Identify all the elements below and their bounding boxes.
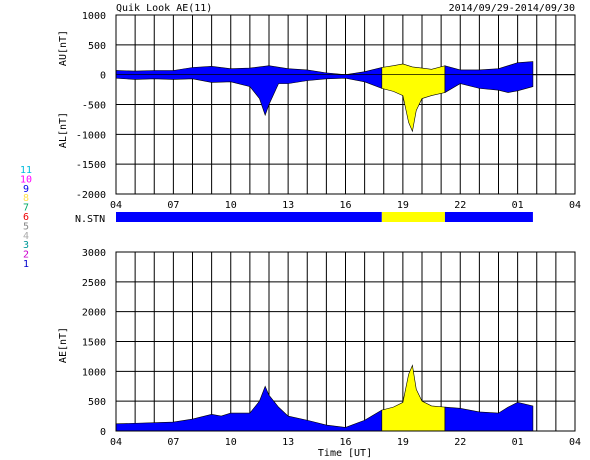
date-range: 2014/09/29-2014/09/30 xyxy=(449,3,575,14)
au-al-ytick-label: 0 xyxy=(100,71,106,82)
station-legend-item: 7 xyxy=(23,203,29,214)
au-al-series-1-segment xyxy=(381,74,446,133)
au-al-frame xyxy=(115,14,576,195)
au-al-xtick-label: 22 xyxy=(454,200,466,211)
station-legend-item: 10 xyxy=(20,174,32,185)
au-al-xtick-label: 19 xyxy=(397,200,409,211)
au-al-xtick-label: 04 xyxy=(110,200,122,211)
chart-title: Quik Look AE(11) xyxy=(116,3,212,14)
ae-ytick-label: 3000 xyxy=(82,248,106,259)
ae-xtick-label: 22 xyxy=(454,437,466,448)
ae-series-0-segment xyxy=(444,402,534,432)
ae-yticks: 3000 2500 2000 1500 1000 500 0 xyxy=(82,248,106,438)
ae-series-0-segment xyxy=(381,364,446,432)
x-axis-label: Time [UT] xyxy=(318,448,372,459)
ae-axis-label: AE[nT] xyxy=(58,327,69,363)
au-al-series-0-segment xyxy=(115,65,383,75)
station-legend-item: 8 xyxy=(23,193,29,204)
au-al-ytick-label: 500 xyxy=(88,41,106,52)
ae-ytick-label: 1500 xyxy=(82,338,106,349)
station-legend-item: 9 xyxy=(23,184,29,195)
station-legend-item: 11 xyxy=(20,165,32,176)
station-bar-segment xyxy=(444,212,533,222)
station-legend-item: 4 xyxy=(23,231,29,242)
station-legend-item: 3 xyxy=(23,240,29,251)
au-al-grid xyxy=(116,14,575,195)
ae-ytick-label: 1000 xyxy=(82,367,106,378)
station-bar-segments xyxy=(116,212,533,222)
station-count-bar: N.STN xyxy=(75,212,533,225)
au-al-xtick-label: 01 xyxy=(512,200,524,211)
au-al-panel: 1000 500 0 -500 -1000 -1500 -2000 04 07 10 13 16 19… xyxy=(58,11,581,211)
ae-series xyxy=(115,364,575,432)
au-al-ytick-label: -2000 xyxy=(76,190,106,201)
ae-ytick-label: 500 xyxy=(88,397,106,408)
au-al-yticks: 1000 500 0 -500 -1000 -1500 -2000 xyxy=(76,11,106,201)
ae-xtick-label: 01 xyxy=(512,437,524,448)
ae-grid xyxy=(116,251,575,432)
au-al-xtick-label: 07 xyxy=(167,200,179,211)
ae-xtick-label: 13 xyxy=(282,437,294,448)
ae-xticks: 04 07 10 13 16 19 22 01 04 xyxy=(110,437,581,448)
au-al-series xyxy=(115,61,575,133)
ae-xtick-label: 04 xyxy=(110,437,122,448)
station-bar-label: N.STN xyxy=(75,214,105,225)
station-legend-item: 5 xyxy=(23,221,29,232)
au-al-series-1-segment xyxy=(115,74,383,117)
station-bar-segment xyxy=(381,212,445,222)
au-al-xtick-label: 16 xyxy=(339,200,351,211)
au-axis-label: AU[nT] xyxy=(58,30,69,66)
au-al-ytick-label: -1000 xyxy=(76,130,106,141)
station-legend-item: 1 xyxy=(23,259,29,270)
ae-ytick-label: 2000 xyxy=(82,308,106,319)
au-al-xticks: 04 07 10 13 16 19 22 01 04 xyxy=(110,200,581,211)
station-legend-item: 6 xyxy=(23,212,29,223)
station-legend-item: 2 xyxy=(23,250,29,261)
au-al-ytick-label: -500 xyxy=(82,101,106,112)
au-al-ytick-label: -1500 xyxy=(76,160,106,171)
ae-ytick-label: 2500 xyxy=(82,278,106,289)
au-al-series-0-segment xyxy=(381,63,446,75)
ae-xtick-label: 16 xyxy=(339,437,351,448)
au-al-xtick-label: 04 xyxy=(569,200,581,211)
al-axis-label: AL[nT] xyxy=(58,112,69,148)
ae-series-0-segment xyxy=(115,385,383,432)
au-al-xtick-label: 10 xyxy=(225,200,237,211)
au-al-xtick-label: 13 xyxy=(282,200,294,211)
ae-xtick-label: 10 xyxy=(225,437,237,448)
au-al-series-1-segment xyxy=(444,74,534,94)
ae-xtick-label: 07 xyxy=(167,437,179,448)
ae-frame xyxy=(115,251,576,432)
au-al-ytick-label: 1000 xyxy=(82,11,106,22)
ae-xtick-label: 19 xyxy=(397,437,409,448)
au-al-series-0-segment xyxy=(444,61,534,75)
ae-ytick-label: 0 xyxy=(100,427,106,438)
station-bar-segment xyxy=(116,212,382,222)
ae-xtick-label: 04 xyxy=(569,437,581,448)
